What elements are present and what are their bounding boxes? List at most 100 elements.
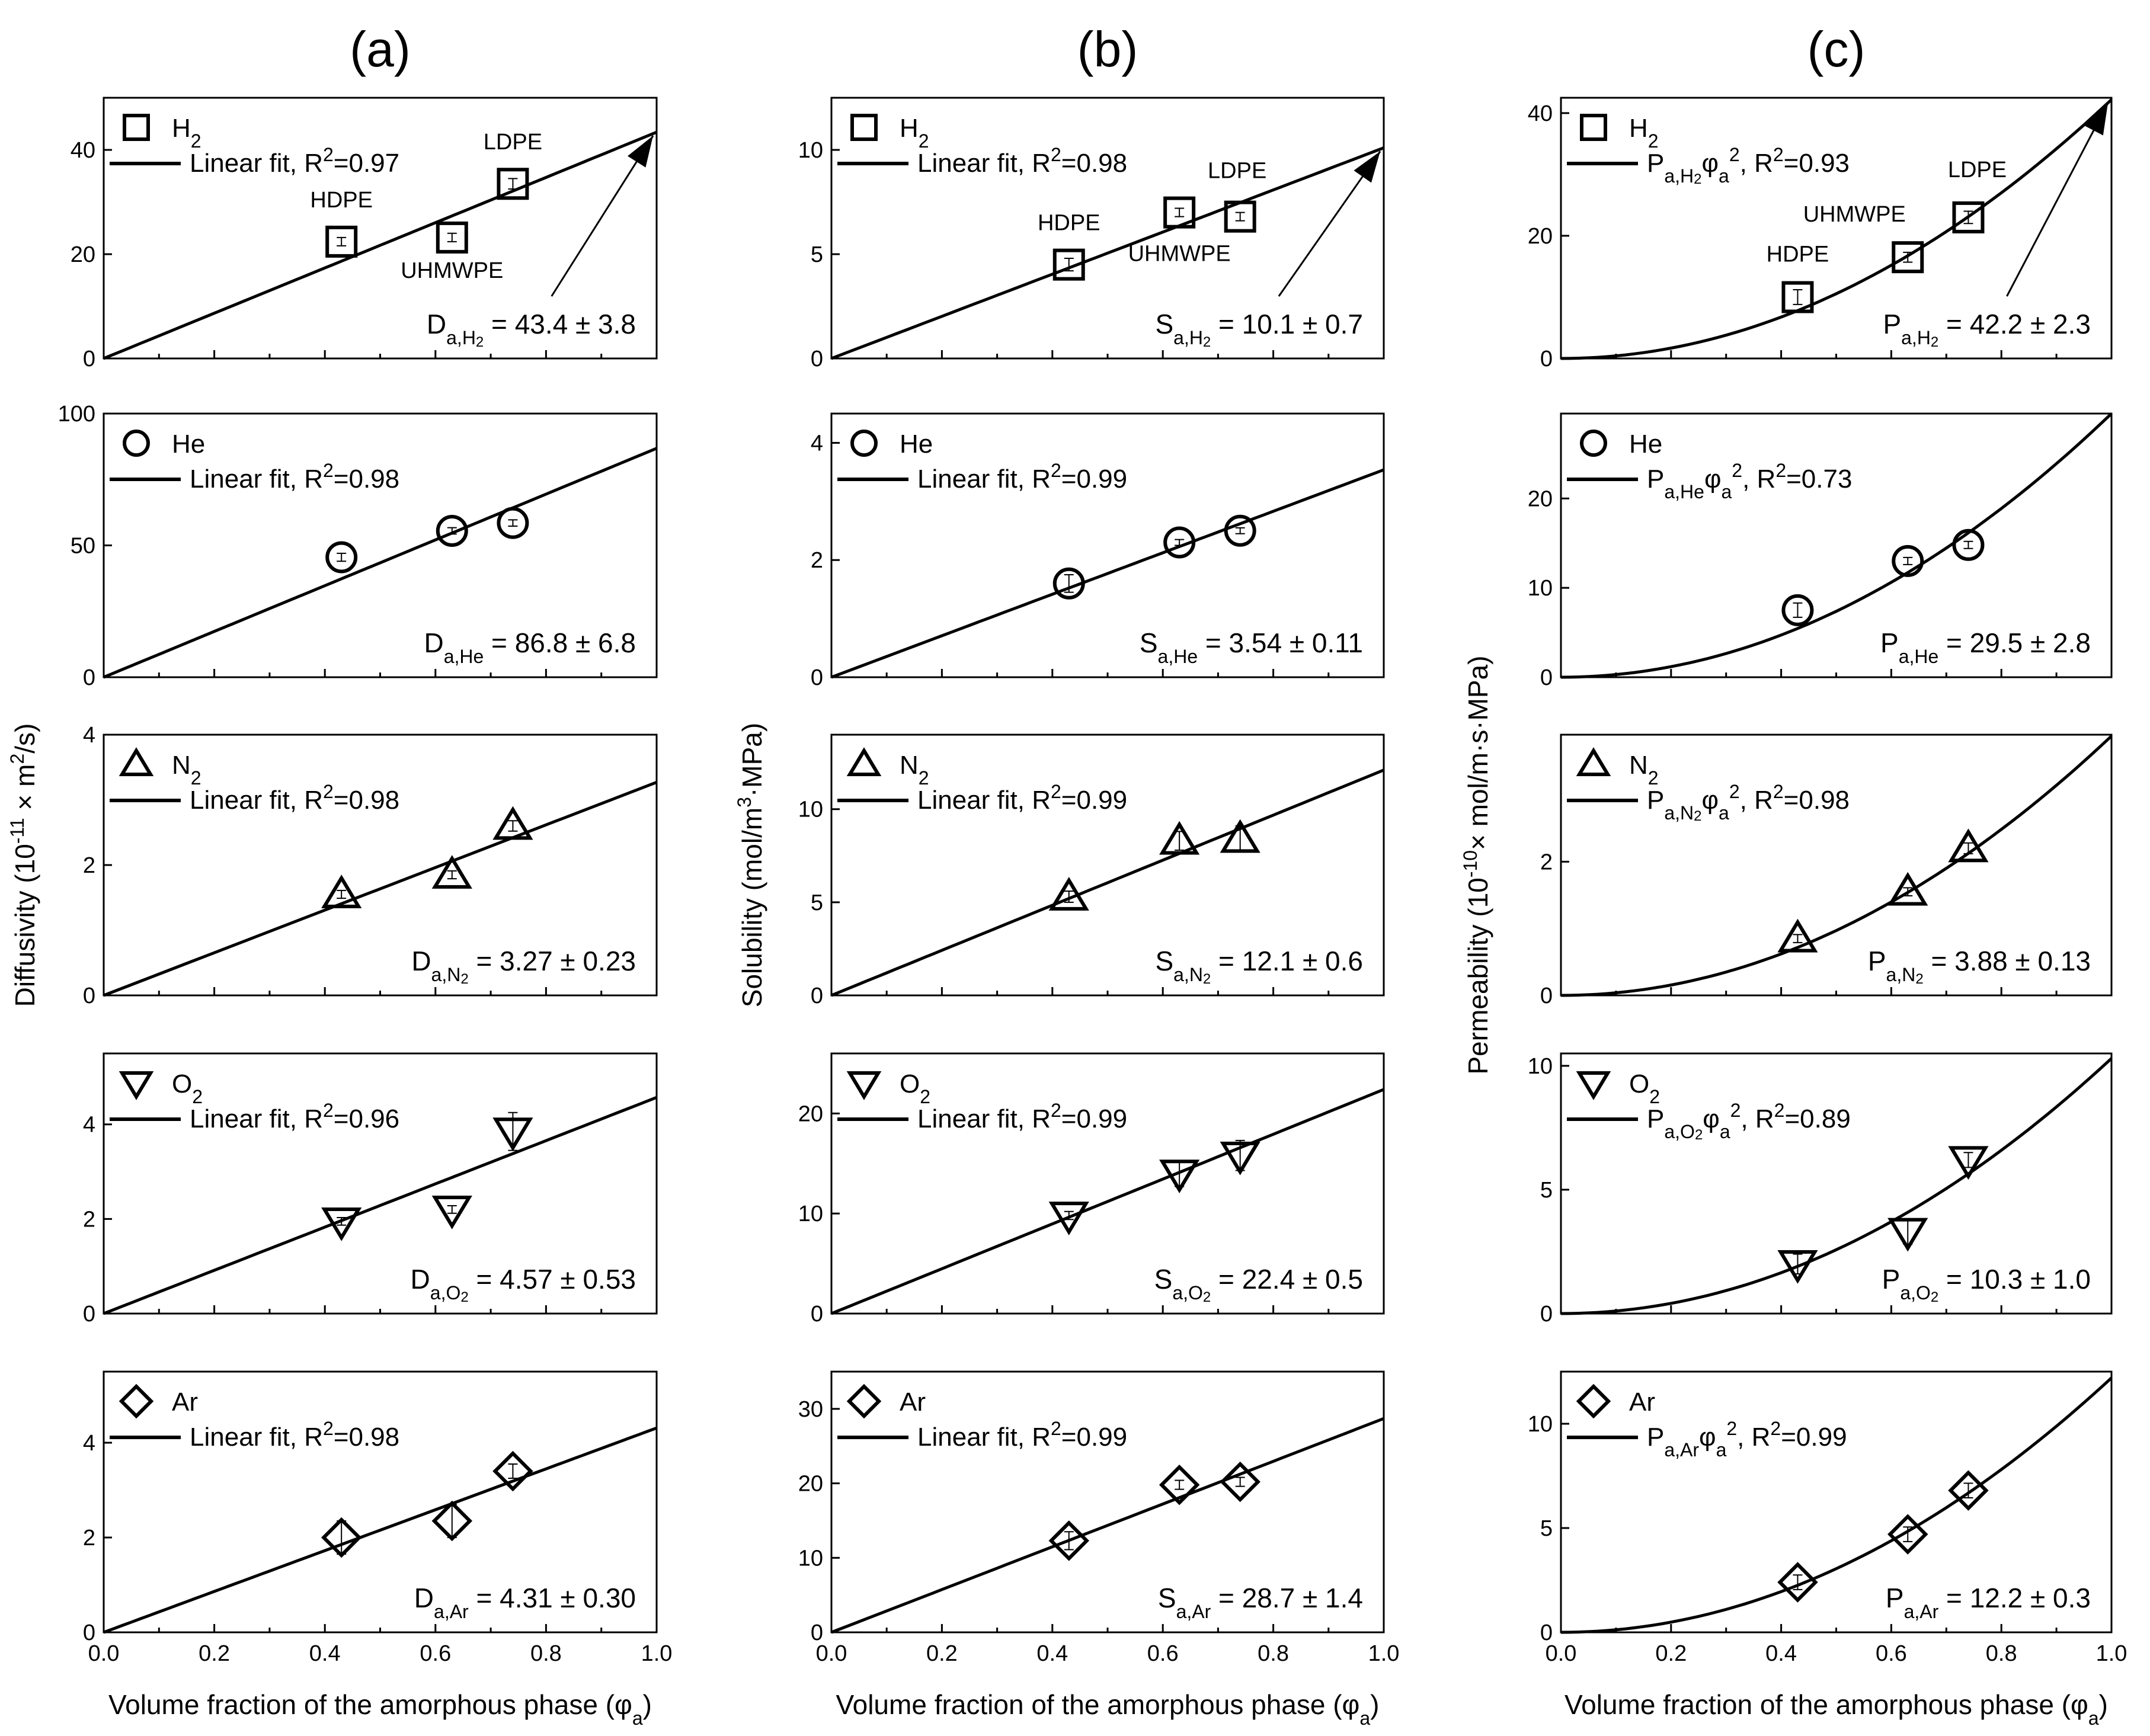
x-tick-label: 0.2: [926, 1641, 958, 1666]
data-point: [1159, 821, 1200, 855]
data-point: [1224, 200, 1256, 233]
panel-title-a: (a): [350, 21, 411, 77]
legend-marker: [119, 1071, 154, 1100]
legend-fit: Pa,H2φa2, R2=0.93: [1647, 144, 1850, 187]
fit-annotation: Sa,N2 = 12.1 ± 0.6: [1155, 946, 1363, 987]
fit-line: [1560, 1057, 2113, 1315]
arrow-line: [551, 135, 654, 297]
y-tick-label: 0: [811, 665, 823, 690]
data-point: [492, 1117, 533, 1152]
y-axis-title-c: Permeability (10-10× mol/m·s·MPa): [1460, 655, 1493, 1074]
data-point: [1224, 514, 1256, 547]
material-label-ldpe: LDPE: [1208, 159, 1266, 184]
x-tick-label: 0.4: [1036, 1641, 1068, 1666]
data-point: [1220, 1461, 1260, 1503]
legend-gas: H2: [1629, 114, 1659, 152]
y-tick-label: 100: [58, 402, 95, 427]
y-tick-label: 0: [1540, 347, 1553, 371]
data-point: [1777, 918, 1818, 953]
y-axis-title-text-c: Permeability (10-10× mol/m·s·MPa): [1460, 655, 1493, 1074]
data-point: [1948, 828, 1989, 863]
y-tick-label: 0: [83, 665, 95, 690]
y-tick-label: 2: [83, 1207, 95, 1232]
legend-fit: Linear fit, R2=0.99: [917, 781, 1127, 815]
legend-fit: Linear fit, R2=0.98: [190, 460, 399, 494]
legend-gas: He: [1629, 430, 1662, 459]
y-tick-label: 10: [798, 1546, 823, 1571]
x-tick-label: 0.2: [1655, 1641, 1687, 1666]
legend-marker: [1580, 114, 1607, 141]
y-tick-label: 5: [1540, 1178, 1553, 1203]
x-tick-label: 1.0: [2096, 1641, 2127, 1666]
y-tick-label: 0: [811, 347, 823, 371]
legend-fit: Pa,Arφa2, R2=0.99: [1647, 1418, 1847, 1460]
y-tick-label: 0: [83, 1302, 95, 1327]
y-tick-label: 20: [798, 1101, 823, 1126]
y-tick-label: 20: [71, 242, 95, 267]
legend-fit: Linear fit, R2=0.98: [190, 1418, 399, 1452]
y-tick-label: 40: [71, 138, 95, 163]
y-tick-label: 10: [798, 1202, 823, 1226]
data-point: [1220, 1141, 1260, 1176]
y-tick-label: 10: [798, 797, 823, 822]
data-point: [436, 515, 468, 547]
y-tick-label: 0: [1540, 665, 1553, 690]
data-point: [431, 1196, 472, 1229]
legend-fit: Linear fit, R2=0.99: [917, 460, 1127, 494]
y-tick-label: 10: [1528, 576, 1553, 601]
data-point: [492, 806, 533, 840]
data-point: [1892, 544, 1924, 577]
arrow-head: [627, 136, 653, 168]
data-point: [325, 541, 358, 574]
data-point: [1892, 241, 1924, 274]
x-tick-label: 0.8: [530, 1641, 562, 1666]
y-tick-label: 40: [1528, 101, 1553, 126]
legend-gas: N2: [900, 751, 929, 789]
panel-title-c: (c): [1807, 21, 1866, 77]
legend-gas: Ar: [172, 1388, 198, 1417]
x-tick-label: 1.0: [641, 1641, 673, 1666]
fit-annotation: Pa,N2 = 3.88 ± 0.13: [1868, 946, 2091, 987]
legend-marker: [1576, 1071, 1611, 1100]
legend-marker: [850, 114, 878, 141]
y-tick-label: 2: [811, 548, 823, 573]
fit-line: [831, 768, 1384, 997]
data-point: [1887, 1514, 1928, 1555]
y-tick-label: 5: [811, 242, 823, 267]
legend-fit: Linear fit, R2=0.97: [190, 144, 399, 178]
legend-marker: [846, 747, 882, 776]
legend-fit: Linear fit, R2=0.98: [190, 781, 399, 815]
fit-annotation: Pa,Ar = 12.2 ± 0.3: [1886, 1583, 2091, 1622]
legend-marker: [846, 1071, 882, 1100]
data-point: [1952, 529, 1985, 561]
fit-annotation: Sa,H2 = 10.1 ± 0.7: [1155, 309, 1363, 350]
legend-gas: H2: [900, 114, 929, 152]
x-tick-label: 0.4: [1765, 1641, 1797, 1666]
legend-gas: O2: [1629, 1069, 1660, 1107]
x-tick-label: 0.6: [1876, 1641, 1907, 1666]
material-label-hdpe: HDPE: [1038, 211, 1100, 236]
legend-fit: Pa,O2φa2, R2=0.89: [1647, 1100, 1851, 1143]
data-point: [1220, 819, 1260, 853]
fit-annotation: Pa,He = 29.5 ± 2.8: [1880, 627, 2091, 667]
data-point: [1777, 1562, 1818, 1603]
legend-gas: N2: [1629, 751, 1659, 789]
fit-annotation: Da,H2 = 43.4 ± 3.8: [427, 309, 636, 350]
data-point: [1159, 1464, 1200, 1506]
panel-title-b: (b): [1077, 21, 1138, 77]
x-tick-label: 0.0: [816, 1641, 847, 1666]
x-tick-label: 0.2: [199, 1641, 230, 1666]
legend-marker: [123, 430, 150, 457]
data-point: [1952, 201, 1985, 233]
legend-marker: [1576, 1383, 1611, 1419]
y-axis-title-b: Solubility (mol/m3·MPa): [734, 723, 767, 1007]
fit-annotation: Da,Ar = 4.31 ± 0.30: [414, 1583, 636, 1622]
material-label-uhmwpe: UHMWPE: [1128, 242, 1231, 267]
data-point: [1777, 1250, 1818, 1284]
